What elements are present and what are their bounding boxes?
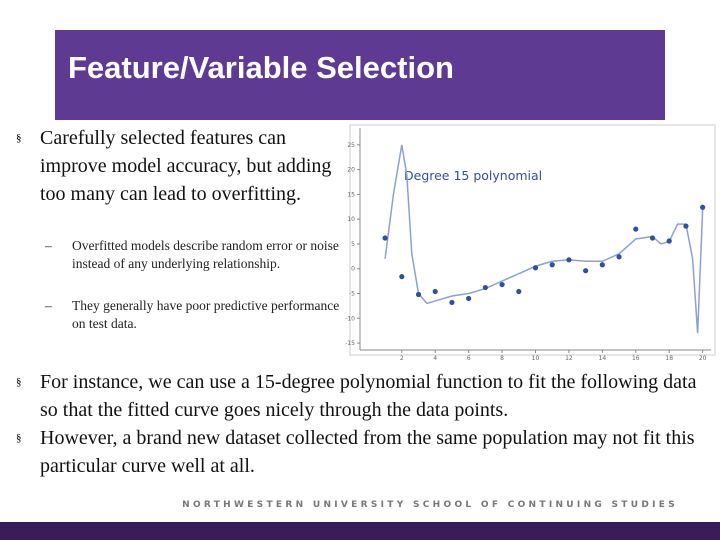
y-tick-label: -15 — [345, 340, 355, 347]
data-point — [499, 281, 505, 288]
footer-band — [0, 522, 720, 540]
x-tick-label: 8 — [500, 355, 504, 362]
data-point — [583, 268, 589, 274]
x-tick-label: 2 — [400, 355, 404, 362]
sub-marker: – — [45, 238, 52, 253]
data-point — [549, 262, 555, 268]
bullet-text: For instance, we can use a 15-degree pol… — [40, 371, 697, 421]
slide-title: Feature/Variable Selection — [68, 50, 454, 85]
data-point — [382, 235, 388, 241]
data-point — [649, 235, 656, 241]
x-tick-label: 10 — [532, 355, 540, 362]
x-tick-label: 20 — [699, 355, 707, 362]
x-tick-label: 14 — [599, 355, 607, 362]
bullet-text: However, a brand new dataset collected f… — [40, 427, 695, 477]
fitted-curve — [384, 144, 704, 334]
data-point — [532, 265, 539, 271]
sub-bullet-text: They generally have poor predictive perf… — [72, 298, 340, 331]
data-point — [616, 254, 622, 260]
y-tick-label: 0 — [351, 266, 355, 273]
y-tick-label: 15 — [347, 191, 355, 198]
data-point — [449, 299, 455, 306]
data-point — [566, 257, 572, 263]
x-tick-label: 4 — [433, 355, 437, 362]
sub-marker: – — [45, 298, 52, 313]
data-point — [482, 284, 488, 291]
data-point — [415, 291, 422, 298]
y-tick-label: -5 — [349, 291, 355, 298]
figure-title: Degree 15 polynomial — [404, 168, 542, 183]
data-point — [432, 288, 438, 295]
y-tick-label: 25 — [347, 142, 355, 149]
data-point — [466, 295, 472, 302]
bullet-marker: § — [16, 132, 22, 144]
y-tick-label: 5 — [351, 241, 355, 248]
y-tick-label: 10 — [347, 216, 355, 223]
y-tick-label: 20 — [347, 167, 355, 174]
bullet-marker: § — [16, 432, 22, 444]
data-point — [683, 223, 689, 229]
header-band: Feature/Variable Selection — [55, 30, 665, 120]
x-tick-label: 16 — [632, 355, 640, 362]
x-tick-label: 18 — [665, 355, 673, 362]
data-point — [516, 288, 522, 295]
bullet-text: Carefully selected features can improve … — [40, 127, 332, 205]
footer: NORTHWESTERN UNIVERSITY SCHOOL OF CONTIN… — [182, 500, 678, 510]
data-point — [633, 226, 639, 232]
data-point — [599, 262, 605, 268]
y-tick-label: -10 — [345, 315, 355, 322]
x-tick-label: 6 — [467, 355, 471, 362]
bullet-marker: § — [16, 376, 22, 388]
data-point — [666, 238, 672, 244]
sub-bullet-text: Overfitted models describe random error … — [72, 238, 339, 271]
data-point — [399, 274, 405, 280]
data-point — [700, 204, 706, 210]
x-tick-label: 12 — [565, 355, 573, 362]
